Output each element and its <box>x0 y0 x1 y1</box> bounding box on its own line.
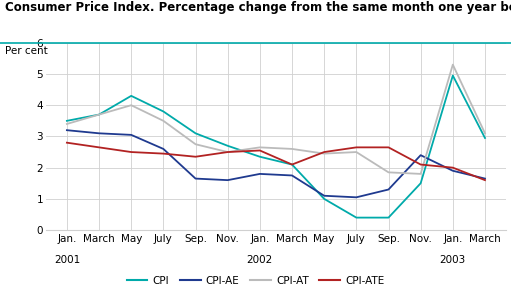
Text: Per cent: Per cent <box>5 46 48 56</box>
CPI-AE <box>128 133 134 137</box>
Line: CPI-ATE: CPI-ATE <box>67 143 485 180</box>
CPI-AE <box>353 196 359 199</box>
CPI-AT <box>385 171 391 174</box>
Line: CPI: CPI <box>67 76 485 218</box>
CPI-AE <box>321 194 327 198</box>
CPI-ATE <box>353 146 359 149</box>
CPI <box>257 155 263 158</box>
CPI-ATE <box>128 150 134 154</box>
CPI-AT <box>225 150 231 154</box>
CPI-AE <box>385 188 391 191</box>
CPI-AE <box>257 172 263 176</box>
CPI-AE <box>289 174 295 177</box>
CPI-AE <box>482 177 488 180</box>
CPI-AE <box>64 128 70 132</box>
Text: 2002: 2002 <box>247 255 273 265</box>
CPI <box>193 132 199 135</box>
CPI-AT <box>128 104 134 107</box>
CPI-ATE <box>417 163 424 166</box>
CPI-AT <box>289 147 295 151</box>
CPI-AT <box>450 63 456 66</box>
CPI-AT <box>353 150 359 154</box>
CPI <box>482 136 488 140</box>
CPI-ATE <box>193 155 199 158</box>
CPI-AT <box>64 122 70 126</box>
CPI-AE <box>225 178 231 182</box>
Line: CPI-AE: CPI-AE <box>67 130 485 197</box>
CPI-AT <box>417 172 424 176</box>
CPI <box>96 113 102 116</box>
CPI-ATE <box>64 141 70 145</box>
CPI-ATE <box>257 149 263 152</box>
CPI-AE <box>417 153 424 157</box>
CPI <box>353 216 359 219</box>
CPI <box>321 197 327 201</box>
Text: 2003: 2003 <box>439 255 466 265</box>
CPI-ATE <box>482 178 488 182</box>
CPI <box>64 119 70 123</box>
CPI-AT <box>257 146 263 149</box>
CPI-AE <box>450 169 456 173</box>
CPI-AT <box>321 152 327 155</box>
CPI <box>128 94 134 98</box>
CPI-AT <box>193 142 199 146</box>
CPI-AE <box>193 177 199 180</box>
CPI <box>160 110 167 113</box>
CPI-ATE <box>450 166 456 169</box>
CPI <box>289 163 295 166</box>
CPI-ATE <box>289 163 295 166</box>
CPI-ATE <box>225 150 231 154</box>
Text: 2001: 2001 <box>54 255 80 265</box>
CPI-AE <box>96 132 102 135</box>
Line: CPI-AT: CPI-AT <box>67 65 485 174</box>
Legend: CPI, CPI-AE, CPI-AT, CPI-ATE: CPI, CPI-AE, CPI-AT, CPI-ATE <box>123 271 388 290</box>
CPI-AT <box>160 119 167 123</box>
CPI <box>450 74 456 77</box>
CPI <box>417 181 424 185</box>
CPI-AT <box>482 132 488 135</box>
CPI-ATE <box>160 152 167 155</box>
CPI-AT <box>96 113 102 116</box>
CPI <box>385 216 391 219</box>
CPI-AE <box>160 147 167 151</box>
CPI-ATE <box>321 150 327 154</box>
CPI <box>225 144 231 148</box>
Text: Consumer Price Index. Percentage change from the same month one year before: Consumer Price Index. Percentage change … <box>5 1 511 14</box>
CPI-ATE <box>385 146 391 149</box>
CPI-ATE <box>96 146 102 149</box>
